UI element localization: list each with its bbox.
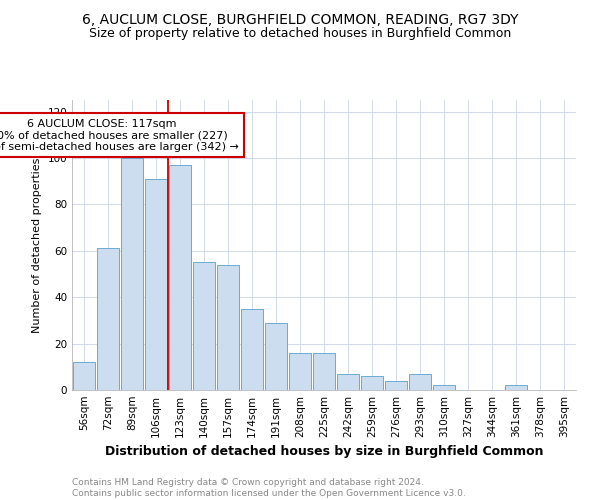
- Bar: [385, 380, 407, 390]
- Bar: [433, 386, 455, 390]
- Bar: [409, 374, 431, 390]
- Bar: [145, 179, 167, 390]
- Bar: [217, 264, 239, 390]
- Text: 6 AUCLUM CLOSE: 117sqm
← 40% of detached houses are smaller (227)
60% of semi-de: 6 AUCLUM CLOSE: 117sqm ← 40% of detached…: [0, 118, 238, 152]
- Bar: [313, 353, 335, 390]
- Bar: [241, 309, 263, 390]
- X-axis label: Distribution of detached houses by size in Burghfield Common: Distribution of detached houses by size …: [105, 446, 543, 458]
- Bar: [265, 322, 287, 390]
- Bar: [505, 386, 527, 390]
- Text: 6, AUCLUM CLOSE, BURGHFIELD COMMON, READING, RG7 3DY: 6, AUCLUM CLOSE, BURGHFIELD COMMON, READ…: [82, 12, 518, 26]
- Bar: [193, 262, 215, 390]
- Bar: [73, 362, 95, 390]
- Bar: [361, 376, 383, 390]
- Bar: [121, 158, 143, 390]
- Text: Size of property relative to detached houses in Burghfield Common: Size of property relative to detached ho…: [89, 28, 511, 40]
- Bar: [169, 165, 191, 390]
- Bar: [289, 353, 311, 390]
- Text: Contains HM Land Registry data © Crown copyright and database right 2024.
Contai: Contains HM Land Registry data © Crown c…: [72, 478, 466, 498]
- Bar: [337, 374, 359, 390]
- Y-axis label: Number of detached properties: Number of detached properties: [32, 158, 42, 332]
- Bar: [97, 248, 119, 390]
